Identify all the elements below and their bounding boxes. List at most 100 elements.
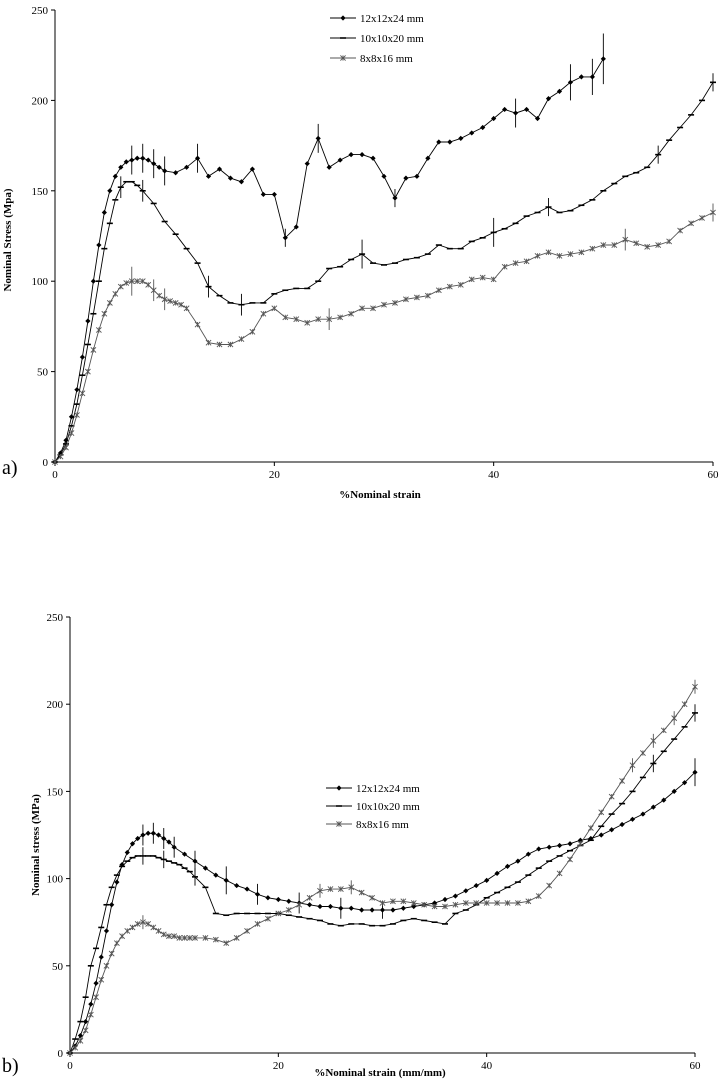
data-point [556,842,563,849]
data-point [181,851,188,857]
series-line [69,712,696,1054]
legend-label: 8x8x16 mm [360,53,413,65]
data-point [95,327,102,333]
data-point [567,251,574,257]
data-point [688,220,694,227]
data-point [145,830,151,836]
legend-marker [340,15,346,21]
data-point [666,238,673,245]
data-point [644,243,651,250]
data-point [244,886,250,892]
data-point [494,900,501,906]
data-point [588,835,594,842]
data-point [77,1032,84,1039]
data-point [135,835,141,842]
data-point [183,305,190,312]
data-point [504,863,511,869]
series-2 [52,73,716,463]
data-point [370,155,376,161]
data-point [359,305,365,312]
data-point [650,737,657,744]
data-point [83,1019,89,1025]
data-point [223,940,230,947]
data-point [155,928,162,934]
data-point [150,287,157,294]
series-1 [67,758,698,1056]
data-point [74,412,80,418]
x-axis-title-b: %Nominal strain (mm/mm) [314,1067,446,1079]
data-point [234,882,240,889]
markers [52,81,716,463]
markers [67,769,698,1056]
ticks-a: 0 20 40 60 0 50 100 150 200 250 [32,5,720,481]
data-point [379,907,386,913]
legend-item: 12x12x24 mm [326,783,420,795]
data-point [545,249,552,256]
legend-label: 12x12x24 mm [356,783,420,795]
data-point [619,821,625,828]
data-point [282,314,289,321]
data-point [411,903,417,910]
x-tick-label: 40 [488,469,500,481]
data-point [140,155,146,161]
data-point [410,900,417,906]
data-point [392,195,398,201]
data-point [622,236,629,243]
data-point [348,905,354,911]
error-bars [120,73,714,316]
data-point [160,931,167,938]
y-axis-title-b: Nominal stress (MPa) [30,794,42,896]
data-point [473,900,480,906]
y-tick-label: 50 [37,367,49,379]
data-point [650,804,656,810]
data-point [108,950,115,957]
data-point [337,886,344,892]
data-point [114,879,120,885]
data-point [536,846,542,852]
legend-item: 10x10x20 mm [330,33,424,45]
data-point [567,841,573,847]
data-point [112,173,118,179]
data-point [184,164,190,170]
data-point [600,56,606,62]
legend-item: 12x12x24 mm [330,13,424,25]
data-point [546,882,553,889]
data-point [317,887,323,894]
legend-marker [336,821,342,827]
data-point [681,701,688,708]
data-point [128,278,135,285]
data-point [63,444,69,451]
data-point [103,928,110,934]
data-point [337,157,343,163]
data-point [545,95,552,102]
data-point [124,928,131,934]
data-point [431,900,438,906]
legend-label: 12x12x24 mm [360,13,424,25]
data-point [67,1050,73,1056]
data-point [598,809,605,816]
data-point [639,750,646,756]
data-point [150,830,156,836]
data-point [525,851,531,857]
data-point [523,106,530,113]
data-point [72,1044,79,1051]
legend-marker [336,785,342,791]
data-point [275,910,282,917]
data-point [282,235,288,241]
data-point [150,924,157,931]
series-line [54,58,604,463]
legend-label: 10x10x20 mm [360,33,424,45]
data-point [589,74,595,80]
data-point [93,994,99,1001]
data-point [446,283,453,290]
data-point [469,130,475,136]
data-point [578,249,585,256]
panel-a: a) %Nominal strain Nominal Stress (Mpa) … [2,5,719,501]
data-point [93,980,99,986]
data-point [480,124,486,131]
data-point [84,368,91,375]
data-point [223,877,229,883]
legend-a: 12x12x24 mm 10x10x20 mm 8x8x16 mm [330,13,424,65]
data-point [113,940,120,947]
data-point [462,900,469,906]
